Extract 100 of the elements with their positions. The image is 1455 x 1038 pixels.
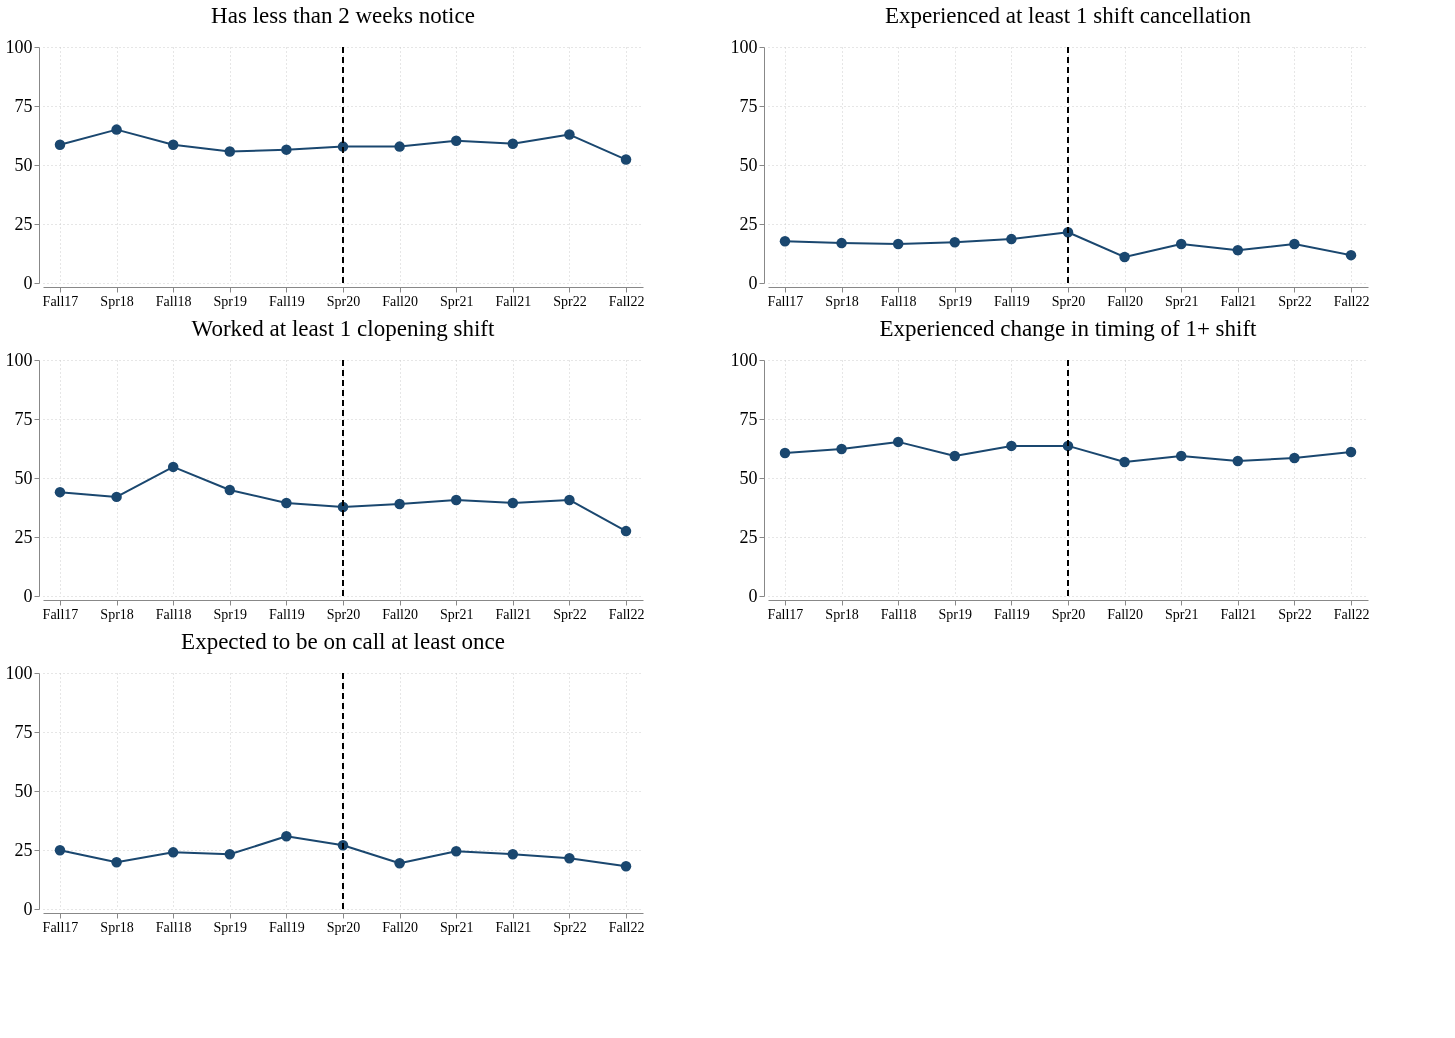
point bbox=[949, 450, 961, 462]
point bbox=[1232, 455, 1244, 467]
y-tick-label: 50 bbox=[739, 467, 758, 488]
x-tick-label: Fall18 bbox=[155, 293, 192, 309]
y-tick-label: 0 bbox=[748, 272, 758, 293]
point bbox=[1232, 244, 1244, 256]
point bbox=[1006, 233, 1017, 245]
chart-title: Has less than 2 weeks notice bbox=[211, 3, 475, 28]
x-tick-label: Fall19 bbox=[994, 606, 1030, 622]
point bbox=[111, 491, 122, 503]
y-tick-label: 100 bbox=[5, 36, 33, 57]
point bbox=[564, 853, 575, 864]
x-tick-label: Fall21 bbox=[495, 293, 532, 309]
x-tick-label: Fall20 bbox=[382, 919, 418, 935]
point bbox=[394, 141, 405, 152]
x-tick-label: Spr18 bbox=[100, 293, 134, 309]
x-tick-label: Spr20 bbox=[326, 293, 361, 309]
x-tick-label: Fall22 bbox=[608, 606, 645, 622]
point bbox=[450, 494, 462, 506]
y-tick-label: 100 bbox=[730, 36, 758, 57]
x-tick-label: Spr19 bbox=[938, 606, 973, 622]
x-tick-label: Spr19 bbox=[213, 606, 248, 622]
chart-title: Experienced at least 1 shift cancellation bbox=[885, 3, 1252, 28]
y-tick-label: 0 bbox=[23, 585, 33, 606]
y-tick-label: 100 bbox=[730, 349, 758, 370]
x-tick-label: Fall18 bbox=[155, 606, 192, 622]
x-tick-label: Spr22 bbox=[553, 293, 587, 309]
x-tick-label: Fall17 bbox=[42, 293, 79, 309]
chart-title: Experienced change in timing of 1+ shift bbox=[879, 316, 1258, 341]
x-tick-label: Fall18 bbox=[155, 919, 192, 935]
point bbox=[1119, 251, 1130, 263]
x-tick-label: Spr20 bbox=[1051, 293, 1086, 309]
x-tick-label: Fall19 bbox=[269, 919, 305, 935]
x-tick-label: Spr22 bbox=[553, 919, 587, 935]
point bbox=[1175, 238, 1187, 250]
x-tick-label: Spr18 bbox=[100, 606, 134, 622]
x-tick-label: Fall17 bbox=[42, 606, 79, 622]
y-tick-label: 75 bbox=[14, 95, 33, 116]
x-tick-label: Spr20 bbox=[326, 919, 361, 935]
point bbox=[507, 138, 519, 149]
x-tick-label: Fall22 bbox=[1333, 606, 1370, 622]
point bbox=[167, 139, 179, 150]
point bbox=[620, 525, 632, 537]
y-tick-label: 25 bbox=[739, 526, 758, 547]
y-tick-label: 100 bbox=[5, 349, 33, 370]
x-tick-label: Fall22 bbox=[1333, 293, 1370, 309]
y-tick-label: 50 bbox=[14, 780, 33, 801]
x-tick-label: Spr18 bbox=[100, 919, 134, 935]
x-tick-label: Spr19 bbox=[213, 293, 248, 309]
point bbox=[1345, 249, 1357, 261]
x-tick-label: Spr18 bbox=[825, 293, 859, 309]
point bbox=[779, 447, 791, 459]
x-tick-label: Fall20 bbox=[382, 606, 418, 622]
x-tick-label: Fall17 bbox=[42, 919, 79, 935]
x-tick-label: Fall22 bbox=[608, 293, 645, 309]
y-tick-label: 0 bbox=[23, 898, 33, 919]
y-tick-label: 0 bbox=[748, 585, 758, 606]
point bbox=[167, 461, 179, 473]
x-tick-label: Spr20 bbox=[326, 606, 361, 622]
y-tick-label: 100 bbox=[5, 662, 33, 683]
x-tick-label: Fall18 bbox=[880, 606, 917, 622]
point bbox=[949, 236, 961, 248]
point bbox=[564, 129, 575, 140]
y-tick-label: 50 bbox=[14, 467, 33, 488]
x-tick-label: Fall21 bbox=[495, 606, 532, 622]
point bbox=[836, 443, 847, 455]
x-tick-label: Spr19 bbox=[213, 919, 248, 935]
point bbox=[620, 861, 632, 872]
point bbox=[281, 831, 292, 842]
point bbox=[394, 498, 405, 510]
point bbox=[507, 497, 519, 509]
point bbox=[167, 847, 179, 858]
chart-title: Expected to be on call at least once bbox=[181, 629, 505, 654]
x-tick-label: Fall20 bbox=[1107, 293, 1143, 309]
point bbox=[1175, 450, 1187, 462]
y-tick-label: 75 bbox=[14, 408, 33, 429]
x-tick-label: Fall17 bbox=[767, 293, 804, 309]
y-tick-label: 75 bbox=[739, 95, 758, 116]
x-tick-label: Spr22 bbox=[1278, 293, 1312, 309]
point bbox=[450, 135, 462, 146]
y-tick-label: 50 bbox=[739, 154, 758, 175]
point bbox=[836, 237, 847, 249]
chart-title: Worked at least 1 clopening shift bbox=[191, 316, 496, 341]
point bbox=[892, 436, 904, 448]
y-tick-label: 25 bbox=[14, 839, 33, 860]
x-tick-label: Fall22 bbox=[608, 919, 645, 935]
y-tick-label: 25 bbox=[739, 213, 758, 234]
point bbox=[564, 494, 575, 506]
x-tick-label: Spr22 bbox=[553, 606, 587, 622]
point bbox=[111, 124, 122, 135]
point bbox=[281, 144, 292, 155]
point bbox=[54, 486, 66, 498]
x-tick-label: Fall19 bbox=[269, 293, 305, 309]
x-tick-label: Fall21 bbox=[1220, 293, 1257, 309]
point bbox=[892, 238, 904, 250]
x-tick-label: Fall19 bbox=[994, 293, 1030, 309]
point bbox=[450, 845, 462, 857]
y-tick-label: 75 bbox=[14, 721, 33, 742]
x-tick-label: Spr21 bbox=[1164, 293, 1199, 309]
x-tick-label: Spr19 bbox=[938, 293, 973, 309]
